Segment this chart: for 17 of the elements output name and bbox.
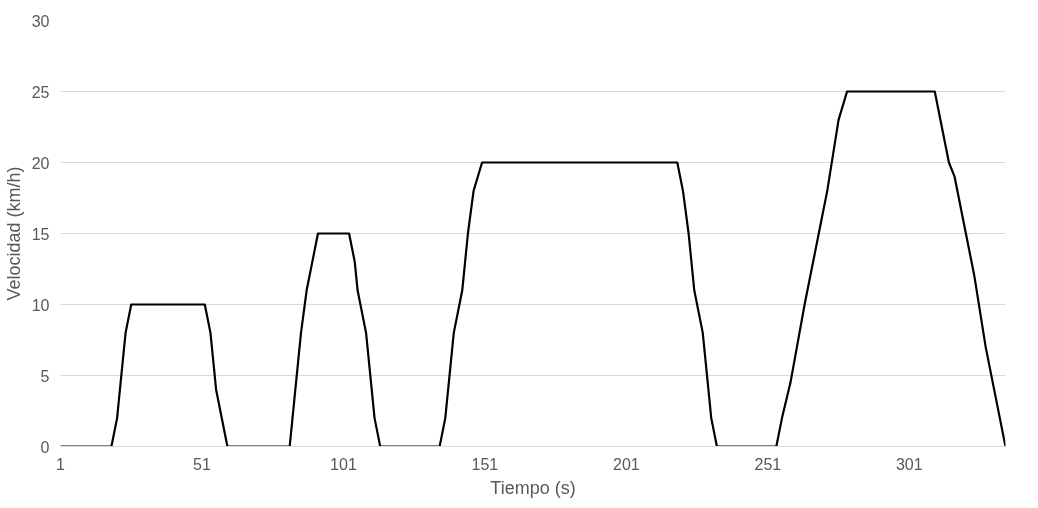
x-tick-label: 251 xyxy=(754,455,782,473)
x-tick-label: 51 xyxy=(193,455,211,473)
x-axis-title: Tiempo (s) xyxy=(490,477,576,498)
y-tick-label: 30 xyxy=(31,12,50,30)
y-tick-label: 15 xyxy=(31,225,50,243)
x-tick-label: 301 xyxy=(895,455,923,473)
y-tick-label: 10 xyxy=(31,296,50,314)
x-tick-label: 201 xyxy=(613,455,640,473)
y-tick-label: 0 xyxy=(40,438,50,456)
y-tick-label: 5 xyxy=(40,367,50,385)
line-series xyxy=(60,90,1006,447)
y-tick-label: 20 xyxy=(31,154,50,172)
x-tick-label: 1 xyxy=(56,455,66,473)
x-tick-label: 151 xyxy=(471,455,499,473)
y-axis-title: Velocidad (km/h) xyxy=(3,166,24,301)
y-tick-label: 25 xyxy=(31,83,50,101)
x-tick-label: 101 xyxy=(330,455,357,473)
